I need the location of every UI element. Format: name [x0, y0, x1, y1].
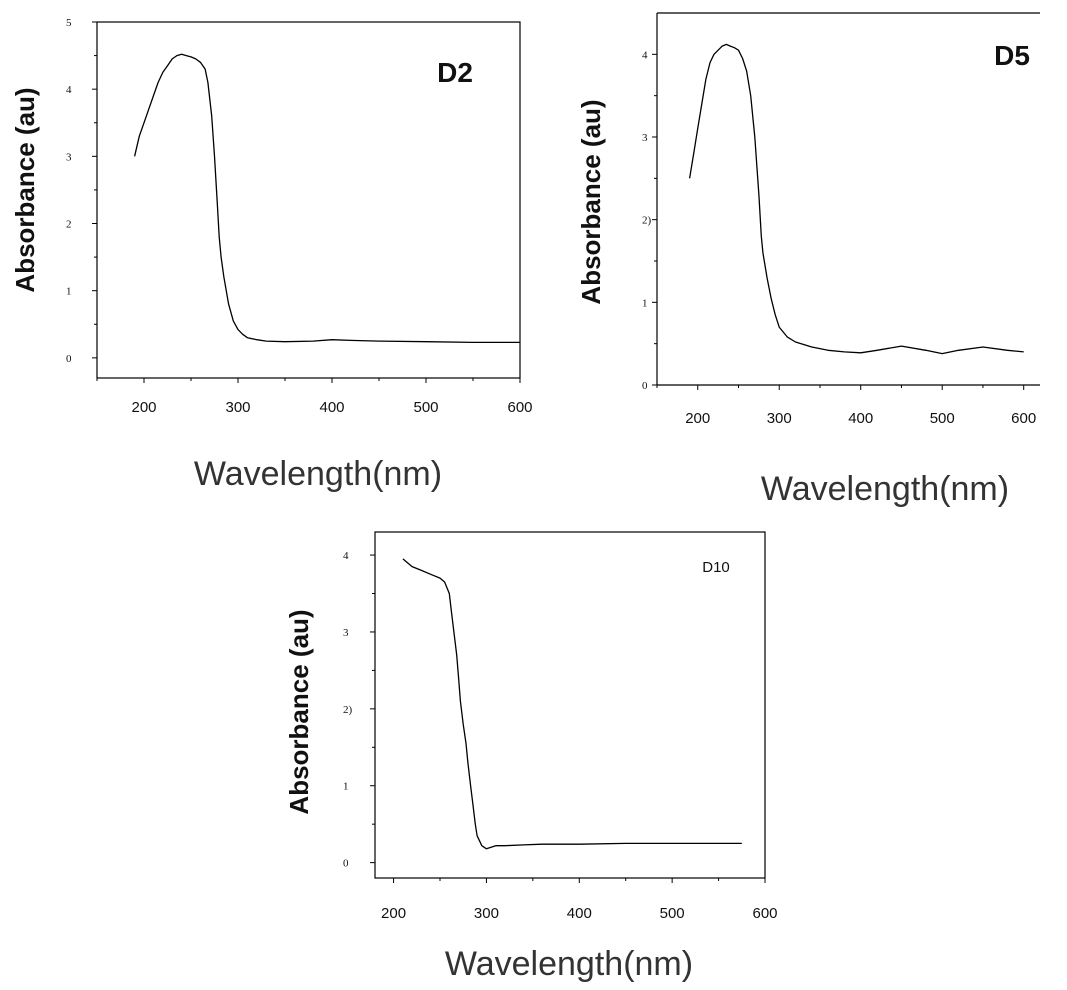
- panel-1-x-tick-label: 300: [225, 399, 250, 416]
- panel-3-chart-title: D10: [702, 559, 730, 576]
- panel-2-y-tick-label: 4: [642, 49, 648, 61]
- panel-3-y-tick-label: 4: [343, 550, 349, 562]
- panel-2-x-axis-label: Wavelength(nm): [761, 470, 1009, 508]
- panel-3-y-axis-label: Absorbance (au): [284, 609, 314, 814]
- panel-3-x-tick-label: 200: [381, 905, 406, 922]
- panel-1-x-tick-label: 600: [507, 399, 532, 416]
- panel-1-x-axis-label: Wavelength(nm): [194, 455, 442, 493]
- panel-2-x-tick-label: 500: [930, 410, 955, 427]
- panel-2-y-tick-label: 3: [642, 132, 648, 144]
- panel-2-y-tick-label: 2): [642, 215, 652, 227]
- panel-2-x-tick-label: 400: [848, 410, 873, 427]
- panel-3-x-axis-label: Wavelength(nm): [445, 945, 693, 983]
- panel-1-y-tick-label: 5: [66, 17, 72, 29]
- panel-1-y-tick-label: 3: [66, 151, 72, 163]
- panel-3-y-tick-label: 2): [343, 704, 353, 716]
- panel-1-y-tick-label: 2: [66, 219, 72, 231]
- panel-3-series-1-line: [402, 558, 742, 850]
- panel-1-x-tick-label: 400: [319, 399, 344, 416]
- panel-2-series-1-line: [688, 43, 1024, 355]
- panel-2-x-tick-label: 300: [767, 410, 792, 427]
- panel-3-x-tick-label: 600: [752, 905, 777, 922]
- panel-3-y-tick-label: 0: [343, 858, 349, 870]
- panel-1-y-tick-label: 1: [66, 286, 72, 298]
- panel-3-plot-frame: [374, 531, 766, 879]
- panel-3-x-tick-label: 400: [567, 905, 592, 922]
- panel-3-x-tick-label: 300: [474, 905, 499, 922]
- panel-1-chart-title: D2: [437, 57, 473, 88]
- panel-1-x-tick-label: 500: [413, 399, 438, 416]
- panel-1-series-1-line: [133, 53, 520, 344]
- panel-2-chart-title: D5: [994, 40, 1030, 71]
- panel-1-y-tick-label: 0: [66, 353, 72, 365]
- panel-2-y-tick-label: 1: [642, 297, 648, 309]
- panel-3-x-tick-label: 500: [660, 905, 685, 922]
- panel-2-x-tick-label: 200: [685, 410, 710, 427]
- panel-1-plot-frame: [96, 21, 521, 379]
- panel-2-y-tick-label: 0: [642, 380, 648, 392]
- panel-3-y-tick-label: 1: [343, 781, 349, 793]
- panel-1-x-tick-label: 200: [131, 399, 156, 416]
- panel-2-y-axis-label: Absorbance (au): [576, 99, 606, 304]
- panel-1-y-axis-label: Absorbance (au): [10, 87, 40, 292]
- panel-1-y-tick-label: 4: [66, 84, 72, 96]
- panel-3-y-tick-label: 3: [343, 627, 349, 639]
- panel-2-x-tick-label: 600: [1011, 410, 1036, 427]
